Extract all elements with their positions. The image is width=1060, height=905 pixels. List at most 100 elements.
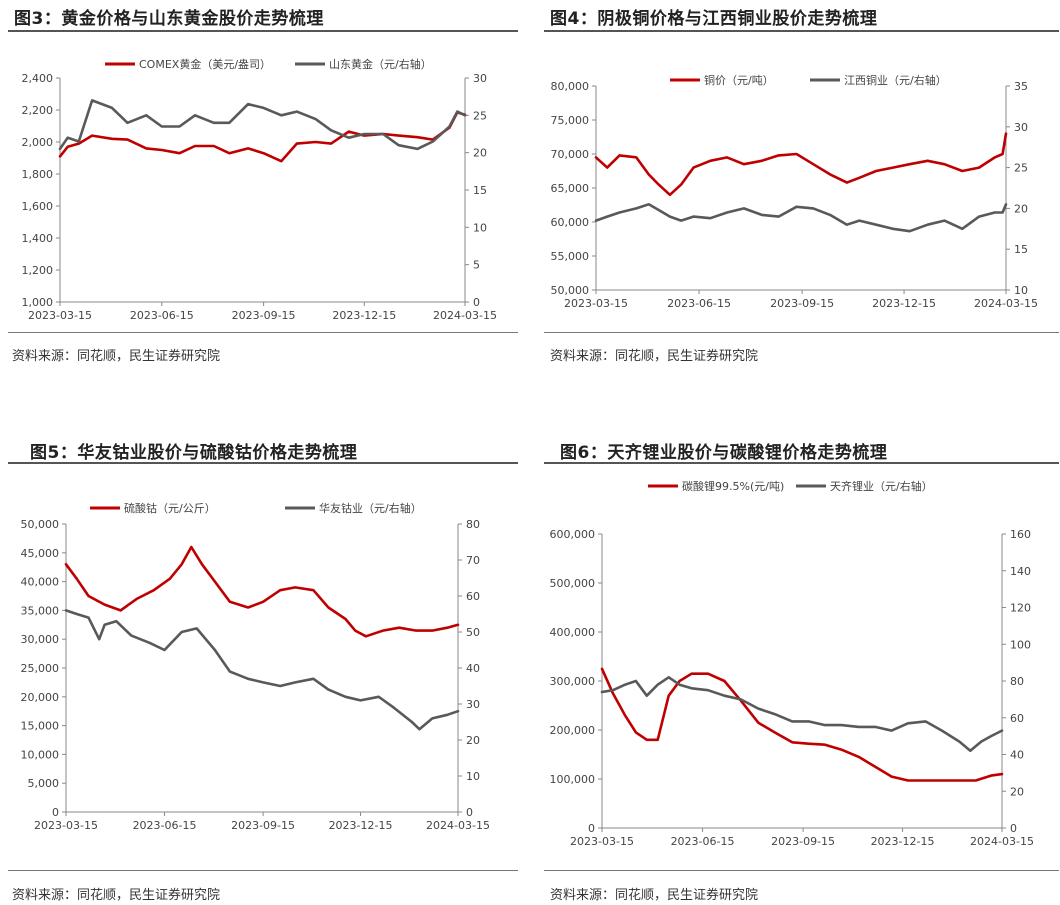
left-tick-label: 100,000 — [550, 773, 596, 786]
x-tick-label: 2023-09-15 — [771, 835, 835, 848]
panel-fig3: 图3：黄金价格与山东黄金股价走势梳理 1,000 1,200 1,400 1,600 1… — [0, 0, 520, 370]
right-tick-label: 0 — [1010, 822, 1017, 835]
right-tick-label: 0 — [466, 806, 473, 819]
left-tick-label: 2,000 — [22, 136, 54, 149]
legend-label: COMEX黄金（美元/盎司） — [139, 57, 271, 71]
left-tick-label: 35,000 — [21, 604, 60, 617]
chart-fig4: 50,000 55,000 60,000 65,000 70,000 75,000 80,0… — [551, 73, 1038, 310]
right-tick-label: 25 — [473, 109, 487, 122]
x-tick-label: 2024-03-15 — [426, 819, 490, 832]
x-tick-label: 2023-06-15 — [130, 309, 194, 322]
left-tick-label: 50,000 — [551, 284, 590, 297]
right-tick-label: 160 — [1010, 528, 1031, 541]
right-tick-label: 40 — [1010, 749, 1024, 762]
x-tick-label: 2023-09-15 — [232, 309, 296, 322]
right-tick-label: 80 — [1010, 675, 1024, 688]
x-tick-label: 2023-12-15 — [872, 297, 936, 310]
x-tick-label: 2023-03-15 — [564, 297, 628, 310]
left-tick-label: 70,000 — [551, 148, 590, 161]
right-tick-label: 15 — [1014, 243, 1028, 256]
title-rule — [8, 30, 518, 32]
left-tick-label: 1,000 — [22, 296, 54, 309]
chart-fig5: 0 5,000 10,000 15,000 20,000 25,000 30,000 35,0… — [21, 501, 490, 832]
panel-title: 图6：天齐锂业股价与碳酸锂价格走势梳理 — [560, 443, 888, 463]
left-tick-label: 60,000 — [551, 216, 590, 229]
right-tick-label: 30 — [1014, 121, 1028, 134]
right-tick-label: 20 — [473, 147, 487, 160]
right-tick-label: 100 — [1010, 638, 1031, 651]
left-tick-label: 1,400 — [22, 232, 54, 245]
left-tick-label: 2,400 — [22, 72, 54, 85]
right-tick-label: 35 — [1014, 80, 1028, 93]
left-tick-label: 80,000 — [551, 80, 590, 93]
panel-fig5: 图5：华友钴业股价与硫酸钴价格走势梳理 0 5,000 10,000 15,000 20… — [0, 432, 520, 905]
x-tick-label: 2023-03-15 — [570, 835, 634, 848]
legend-label: 天齐锂业（元/右轴） — [830, 479, 933, 493]
series-line-red — [594, 132, 1008, 197]
legend-label: 江西铜业（元/右轴） — [844, 73, 947, 87]
right-tick-label: 20 — [1010, 785, 1024, 798]
legend-label: 硫酸钴（元/公斤） — [124, 501, 216, 515]
x-tick-label: 2024-03-15 — [433, 309, 497, 322]
legend-label: 碳酸锂99.5%(元/吨) — [682, 479, 784, 493]
right-tick-label: 50 — [466, 626, 480, 639]
series-line-red — [64, 545, 460, 638]
right-tick-label: 15 — [473, 184, 487, 197]
x-tick-label: 2023-06-15 — [133, 819, 197, 832]
x-tick-label: 2023-12-15 — [332, 309, 396, 322]
x-tick-label: 2023-03-15 — [28, 309, 92, 322]
x-tick-label: 2023-03-15 — [34, 819, 98, 832]
left-tick-label: 10,000 — [21, 748, 60, 761]
legend-label: 华友钴业（元/右轴） — [319, 501, 422, 515]
series-line-red — [600, 667, 1004, 782]
left-tick-label: 25,000 — [21, 662, 60, 675]
x-tick-label: 2023-09-15 — [770, 297, 834, 310]
left-tick-label: 400,000 — [550, 626, 596, 639]
left-tick-label: 50,000 — [21, 518, 60, 531]
right-tick-label: 60 — [1010, 712, 1024, 725]
legend-label: 山东黄金（元/右轴） — [329, 57, 432, 71]
right-tick-label: 10 — [473, 221, 487, 234]
left-tick-label: 600,000 — [550, 528, 596, 541]
left-tick-label: 40,000 — [21, 576, 60, 589]
right-tick-label: 70 — [466, 554, 480, 567]
x-tick-label: 2024-03-15 — [970, 835, 1034, 848]
source-note: 资料来源：同花顺，民生证券研究院 — [550, 349, 759, 364]
left-tick-label: 55,000 — [551, 250, 590, 263]
title-rule — [544, 462, 1059, 464]
left-tick-label: 0 — [588, 822, 595, 835]
panel-title: 图4：阴极铜价格与江西铜业股价走势梳理 — [550, 9, 878, 29]
left-tick-label: 30,000 — [21, 633, 60, 646]
right-tick-label: 60 — [466, 590, 480, 603]
x-tick-label: 2023-12-15 — [329, 819, 393, 832]
x-tick-label: 2023-06-15 — [671, 835, 735, 848]
panel-fig6: 图6：天齐锂业股价与碳酸锂价格走势梳理 0 100,000 200,000 300,0… — [530, 432, 1060, 905]
right-tick-label: 10 — [466, 770, 480, 783]
chart-fig6: 0 100,000 200,000 300,000 400,000 500,000 600,… — [550, 479, 1034, 848]
left-tick-label: 75,000 — [551, 114, 590, 127]
left-tick-label: 1,600 — [22, 200, 54, 213]
source-note: 资料来源：同花顺，民生证券研究院 — [550, 888, 759, 903]
x-tick-label: 2023-12-15 — [871, 835, 935, 848]
right-tick-label: 25 — [1014, 162, 1028, 175]
source-rule — [8, 870, 518, 871]
right-tick-label: 40 — [466, 662, 480, 675]
right-tick-label: 140 — [1010, 565, 1031, 578]
panel-title: 图3：黄金价格与山东黄金股价走势梳理 — [14, 9, 324, 29]
series-line-grey — [600, 676, 1004, 753]
x-tick-label: 2024-03-15 — [974, 297, 1038, 310]
panel-fig4: 图4：阴极铜价格与江西铜业股价走势梳理 50,000 55,000 60,000 65… — [530, 0, 1060, 370]
series-line-grey — [594, 203, 1008, 233]
left-tick-label: 500,000 — [550, 577, 596, 590]
left-tick-label: 0 — [52, 806, 59, 819]
source-note: 资料来源：同花顺，民生证券研究院 — [12, 888, 221, 903]
right-tick-label: 30 — [473, 72, 487, 85]
right-tick-label: 0 — [473, 296, 480, 309]
right-tick-label: 30 — [466, 698, 480, 711]
x-tick-label: 2023-06-15 — [667, 297, 731, 310]
x-tick-label: 2023-09-15 — [231, 819, 295, 832]
left-tick-label: 65,000 — [551, 182, 590, 195]
right-tick-label: 120 — [1010, 602, 1031, 615]
source-rule — [544, 332, 1059, 333]
right-tick-label: 20 — [466, 734, 480, 747]
